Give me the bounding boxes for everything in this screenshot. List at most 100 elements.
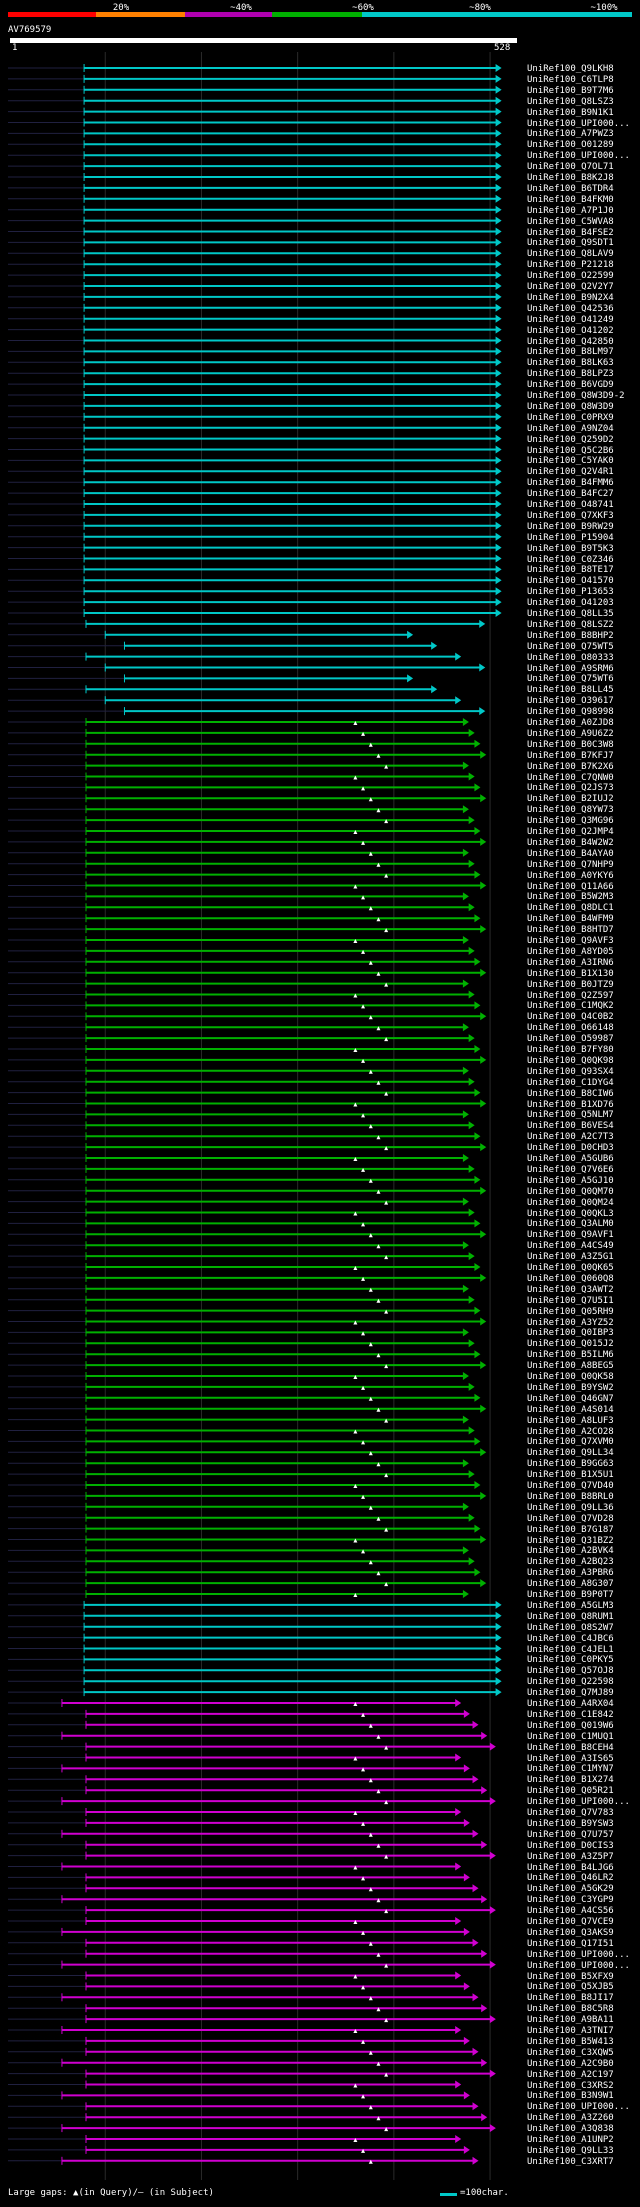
hit-name[interactable]: UniRef100_A4RX04 [527, 1699, 614, 1709]
hit-name[interactable]: UniRef100_Q57OJ8 [527, 1666, 614, 1677]
hit-name[interactable]: UniRef100_Q7OL71 [527, 162, 614, 173]
hit-name[interactable]: UniRef100_A3Q838 [527, 2124, 614, 2135]
hit-name[interactable]: UniRef100_Q0QM24 [527, 1197, 614, 1208]
hit-name[interactable]: UniRef100_B8CIW6 [527, 1088, 614, 1099]
hit-name[interactable]: UniRef100_C7QNW0 [527, 772, 614, 783]
hit-name[interactable]: UniRef100_Q4C0B2 [527, 1012, 614, 1023]
hit-name[interactable]: UniRef100_B5ILM6 [527, 1350, 614, 1361]
hit-name[interactable]: UniRef100_O80333 [527, 652, 614, 663]
hit-name[interactable]: UniRef100_B4FSE2 [527, 227, 614, 238]
hit-name[interactable]: UniRef100_C3XRS2 [527, 2080, 614, 2091]
hit-name[interactable]: UniRef100_B4FMM6 [527, 478, 614, 489]
hit-name[interactable]: UniRef100_B8LPZ3 [527, 369, 614, 380]
hit-name[interactable]: UniRef100_A4S014 [527, 1404, 614, 1415]
hit-name[interactable]: UniRef100_A5GUB6 [527, 1154, 614, 1164]
hit-name[interactable]: UniRef100_Q0QK58 [527, 1372, 614, 1382]
hit-name[interactable]: UniRef100_Q5NLM7 [527, 1110, 614, 1121]
hit-name[interactable]: UniRef100_B9N2X4 [527, 292, 614, 303]
hit-name[interactable]: UniRef100_A9SRM6 [527, 663, 614, 674]
hit-name[interactable]: UniRef100_B9T5K3 [527, 543, 614, 554]
hit-name[interactable]: UniRef100_Q2V4R1 [527, 467, 614, 478]
hit-name[interactable]: UniRef100_A3TNI7 [527, 2026, 614, 2036]
hit-name[interactable]: UniRef100_Q8W3D9-2 [527, 391, 625, 401]
hit-name[interactable]: UniRef100_UPI000... [527, 1960, 630, 1971]
hit-name[interactable]: UniRef100_Q7NHP9 [527, 859, 614, 870]
hit-name[interactable]: UniRef100_O41249 [527, 314, 614, 325]
hit-name[interactable]: UniRef100_C3XQW5 [527, 2047, 614, 2058]
hit-name[interactable]: UniRef100_A8LUF3 [527, 1415, 614, 1426]
hit-name[interactable]: UniRef100_D0CIS3 [527, 1840, 614, 1851]
hit-name[interactable]: UniRef100_Q2JMP4 [527, 827, 614, 837]
hit-name[interactable]: UniRef100_A7PWZ3 [527, 129, 614, 140]
hit-name[interactable]: UniRef100_Q7U757 [527, 1829, 614, 1840]
hit-name[interactable]: UniRef100_P21218 [527, 260, 614, 271]
hit-name[interactable]: UniRef100_Q75WT5 [527, 641, 614, 652]
hit-name[interactable]: UniRef100_Q7VD28 [527, 1513, 614, 1524]
hit-name[interactable]: UniRef100_B6TDR4 [527, 183, 614, 194]
hit-name[interactable]: UniRef100_C1MUQ1 [527, 1731, 614, 1742]
hit-name[interactable]: UniRef100_Q93SX4 [527, 1066, 614, 1077]
hit-name[interactable]: UniRef100_B8BRL0 [527, 1491, 614, 1502]
hit-name[interactable]: UniRef100_C0Z346 [527, 554, 614, 565]
hit-name[interactable]: UniRef100_B9N1K1 [527, 107, 614, 118]
hit-name[interactable]: UniRef100_Q05RH9 [527, 1306, 614, 1317]
hit-name[interactable]: UniRef100_Q8LAV9 [527, 249, 614, 260]
hit-name[interactable]: UniRef100_B7K2X6 [527, 761, 614, 772]
hit-name[interactable]: UniRef100_Q7MJ89 [527, 1688, 614, 1699]
hit-name[interactable]: UniRef100_Q7XVM0 [527, 1437, 614, 1448]
hit-name[interactable]: UniRef100_O41203 [527, 598, 614, 609]
hit-name[interactable]: UniRef100_B8CEH4 [527, 1742, 614, 1753]
hit-name[interactable]: UniRef100_A5GJ10 [527, 1175, 614, 1186]
hit-name[interactable]: UniRef100_Q0QK98 [527, 1055, 614, 1066]
hit-name[interactable]: UniRef100_Q22598 [527, 1677, 614, 1688]
hit-name[interactable]: UniRef100_O01289 [527, 140, 614, 151]
hit-name[interactable]: UniRef100_Q019W6 [527, 1720, 614, 1731]
hit-name[interactable]: UniRef100_C3XRT7 [527, 2156, 614, 2167]
hit-name[interactable]: UniRef100_A7P1J0 [527, 205, 614, 216]
hit-name[interactable]: UniRef100_O41202 [527, 325, 614, 336]
hit-name[interactable]: UniRef100_O59987 [527, 1034, 614, 1045]
hit-name[interactable]: UniRef100_B2IUJ2 [527, 794, 614, 805]
hit-name[interactable]: UniRef100_Q42536 [527, 303, 614, 314]
hit-name[interactable]: UniRef100_Q8W3D9 [527, 401, 614, 412]
hit-name[interactable]: UniRef100_UPI000... [527, 151, 630, 162]
hit-name[interactable]: UniRef100_B8JI17 [527, 1993, 614, 2004]
hit-name[interactable]: UniRef100_B1X130 [527, 968, 614, 979]
hit-name[interactable]: UniRef100_Q8LL35 [527, 609, 614, 619]
hit-name[interactable]: UniRef100_B6VGD9 [527, 380, 614, 391]
hit-name[interactable]: UniRef100_Q9LKH8 [527, 64, 614, 74]
hit-name[interactable]: UniRef100_C1DYG4 [527, 1077, 614, 1088]
hit-name[interactable]: UniRef100_Q7VCE9 [527, 1917, 614, 1927]
hit-name[interactable]: UniRef100_O48741 [527, 500, 614, 510]
hit-name[interactable]: UniRef100_C5YAK0 [527, 456, 614, 467]
hit-name[interactable]: UniRef100_Q9LL34 [527, 1448, 614, 1459]
hit-name[interactable]: UniRef100_O8S2W7 [527, 1622, 614, 1633]
hit-name[interactable]: UniRef100_Q7VD40 [527, 1481, 614, 1491]
hit-name[interactable]: UniRef100_Q7V783 [527, 1808, 614, 1818]
hit-name[interactable]: UniRef100_Q8LSZ3 [527, 96, 614, 107]
hit-name[interactable]: UniRef100_B4AYA0 [527, 848, 614, 859]
hit-name[interactable]: UniRef100_Q7V6E6 [527, 1164, 614, 1175]
hit-name[interactable]: UniRef100_A3YZ52 [527, 1317, 614, 1328]
hit-name[interactable]: UniRef100_B4LJG6 [527, 1862, 614, 1873]
hit-name[interactable]: UniRef100_C1MYN7 [527, 1764, 614, 1775]
hit-name[interactable]: UniRef100_B3N9W1 [527, 2091, 614, 2102]
hit-name[interactable]: UniRef100_A3IRN6 [527, 957, 614, 968]
hit-name[interactable]: UniRef100_B4WFM9 [527, 914, 614, 925]
hit-name[interactable]: UniRef100_Q42850 [527, 336, 614, 347]
hit-name[interactable]: UniRef100_B8BHP2 [527, 630, 614, 641]
hit-name[interactable]: UniRef100_Q3ALM0 [527, 1219, 614, 1230]
hit-name[interactable]: UniRef100_C0PRX9 [527, 412, 614, 423]
hit-name[interactable]: UniRef100_Q9SDT1 [527, 238, 614, 249]
hit-name[interactable]: UniRef100_A8BEG5 [527, 1361, 614, 1372]
hit-name[interactable]: UniRef100_B1XD76 [527, 1099, 614, 1110]
hit-name[interactable]: UniRef100_A0ZJD8 [527, 718, 614, 728]
hit-name[interactable]: UniRef100_A4CS56 [527, 1906, 614, 1917]
hit-name[interactable]: UniRef100_Q0QK65 [527, 1263, 614, 1273]
hit-name[interactable]: UniRef100_Q3MG96 [527, 816, 614, 827]
hit-name[interactable]: UniRef100_B6VES4 [527, 1121, 614, 1132]
hit-name[interactable]: UniRef100_Q2JS73 [527, 783, 614, 794]
hit-name[interactable]: UniRef100_Q8DLC1 [527, 903, 614, 914]
hit-name[interactable]: UniRef100_Q31BZ2 [527, 1535, 614, 1546]
hit-name[interactable]: UniRef100_B1X5U1 [527, 1470, 614, 1481]
